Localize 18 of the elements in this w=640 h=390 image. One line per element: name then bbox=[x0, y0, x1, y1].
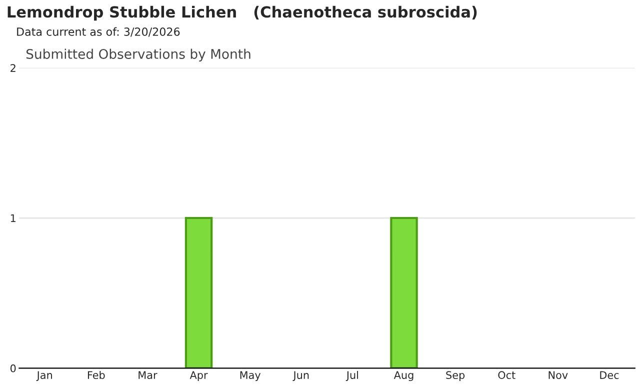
x-tick-label: Jan bbox=[36, 371, 52, 381]
x-tick-label: Oct bbox=[498, 371, 516, 379]
y-tick-label: 0 bbox=[10, 364, 16, 372]
x-tick-label: Sep bbox=[446, 371, 465, 382]
x-tick-label: May bbox=[240, 371, 261, 382]
x-tick-label: Nov bbox=[548, 371, 568, 379]
y-tick-label: 1 bbox=[10, 214, 16, 222]
x-tick-label: Aug bbox=[394, 371, 414, 382]
x-tick-label: Jun bbox=[292, 371, 309, 381]
chart-subtitle: Data current as of: 3/20/2026 bbox=[17, 27, 180, 37]
x-tick-label: Dec bbox=[600, 371, 619, 379]
text: Submitted Observations by Month bbox=[26, 48, 250, 62]
x-tick-label: Jul bbox=[346, 370, 358, 381]
x-tick-label: Mar bbox=[138, 371, 158, 379]
x-tick-label: Apr bbox=[190, 371, 208, 382]
x-tick-label: Feb bbox=[88, 370, 105, 379]
y-tick-label: 2 bbox=[10, 64, 16, 72]
chart-title: Lemondrop Stubble Lichen (Chaenotheca subroscida) bbox=[8, 6, 477, 21]
